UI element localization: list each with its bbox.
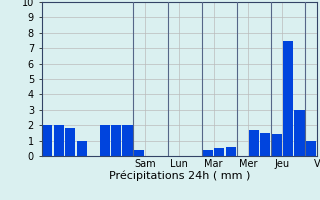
Bar: [271, 134, 282, 156]
X-axis label: Précipitations 24h ( mm ): Précipitations 24h ( mm ): [108, 170, 250, 181]
Bar: [260, 133, 270, 156]
Bar: [134, 150, 144, 156]
Bar: [249, 130, 259, 156]
Bar: [306, 141, 316, 156]
Bar: [42, 125, 52, 156]
Bar: [100, 125, 110, 156]
Bar: [203, 150, 213, 156]
Bar: [214, 148, 225, 156]
Bar: [111, 125, 121, 156]
Bar: [226, 147, 236, 156]
Bar: [54, 125, 64, 156]
Bar: [283, 40, 293, 156]
Bar: [294, 110, 305, 156]
Bar: [123, 125, 133, 156]
Bar: [76, 141, 87, 156]
Bar: [65, 128, 76, 156]
